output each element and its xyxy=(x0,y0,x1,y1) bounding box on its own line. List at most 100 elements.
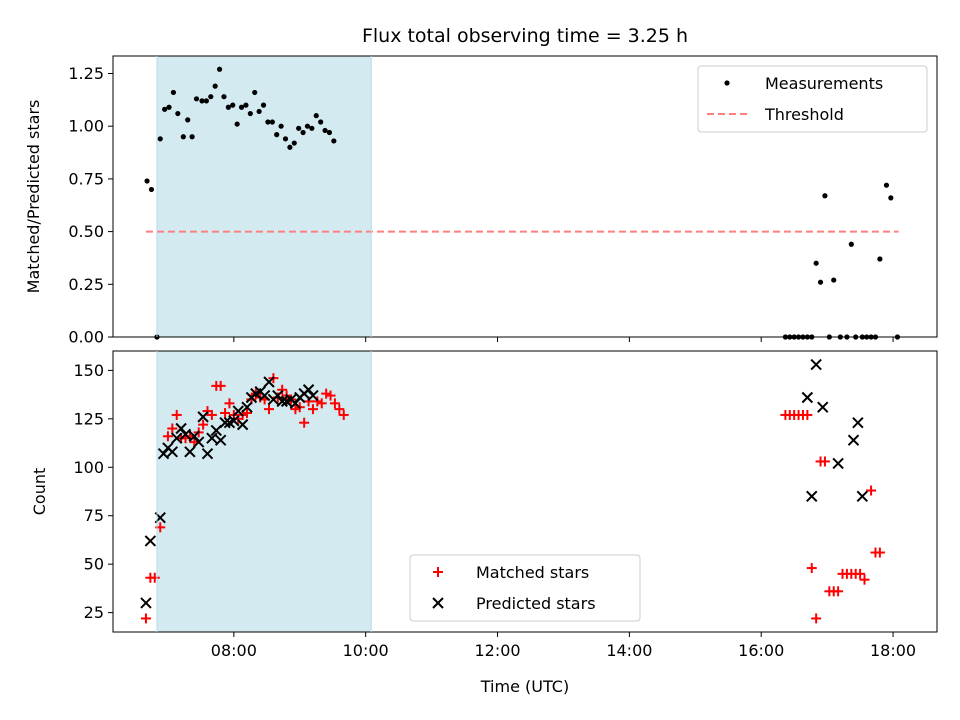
predicted-star-point xyxy=(852,416,864,429)
matched-star-point xyxy=(290,404,301,415)
predicted-star-point xyxy=(184,446,196,458)
measurement-point xyxy=(848,241,854,247)
measurement-point xyxy=(247,110,253,117)
legend-marker-predicted-stars xyxy=(432,597,444,609)
bottom-y-axis: 25 50 75 100 125 150 xyxy=(73,361,113,622)
measurement-point xyxy=(243,102,249,108)
measurement-point xyxy=(193,96,200,102)
x-axis-label: Time (UTC) xyxy=(480,677,569,696)
measurement-point xyxy=(252,89,258,96)
predicted-star-point xyxy=(219,416,231,429)
measurement-point xyxy=(817,279,824,285)
measurement-point xyxy=(185,117,191,123)
predicted-star-point xyxy=(166,446,179,458)
measurement-point xyxy=(331,138,337,144)
measurement-point xyxy=(309,125,315,131)
chart-title: Flux total observing time = 3.25 h xyxy=(362,25,688,47)
matched-star-point xyxy=(321,388,332,399)
measurement-point xyxy=(180,134,186,140)
bottom-highlight-band xyxy=(156,351,372,632)
measurement-point xyxy=(212,83,218,89)
predicted-star-point xyxy=(144,535,157,547)
matched-star-point xyxy=(802,409,813,420)
predicted-star-point xyxy=(258,389,271,402)
top-legend-box xyxy=(697,65,928,133)
y-tick-label: 1.25 xyxy=(68,64,104,83)
matched-star-point xyxy=(220,408,231,419)
matched-star-point xyxy=(242,408,253,419)
matched-star-point xyxy=(162,431,173,442)
matched-star-point xyxy=(874,547,885,558)
matched-star-point xyxy=(206,409,217,420)
measurement-point xyxy=(877,256,883,262)
predicted-star-point xyxy=(201,448,214,460)
matched-star-point xyxy=(215,380,226,391)
measurement-point xyxy=(230,102,236,108)
legend-plus-glyph xyxy=(433,567,443,577)
measurement-point xyxy=(274,132,280,138)
predicted-star-point xyxy=(856,490,868,503)
matched-star-point xyxy=(833,586,844,597)
predicted-star-point xyxy=(232,405,244,417)
measurement-point xyxy=(322,127,328,134)
legend-label-predicted-stars: Predicted stars xyxy=(476,594,596,613)
predicted-star-point xyxy=(832,457,844,470)
measurement-point xyxy=(291,140,297,146)
top-x-ticks xyxy=(233,337,894,342)
measurement-point xyxy=(318,119,324,125)
measurement-point xyxy=(199,98,205,104)
measurement-point xyxy=(883,182,890,188)
matched-star-point xyxy=(277,384,288,395)
predicted-star-point xyxy=(307,389,319,402)
predicted-star-point xyxy=(241,401,253,413)
measurement-point xyxy=(166,104,172,110)
measurements-layer xyxy=(144,66,901,340)
predicted-star-point xyxy=(801,391,814,404)
predicted-star-point xyxy=(192,436,205,448)
predicted-star-point xyxy=(847,434,860,446)
matched-star-point xyxy=(859,574,870,585)
measurement-point xyxy=(304,123,311,129)
y-tick-label: 100 xyxy=(73,458,104,477)
predicted-star-point xyxy=(817,401,829,413)
x-tick-label: 14:00 xyxy=(606,641,652,660)
measurement-point xyxy=(234,121,240,127)
predicted-star-point xyxy=(188,430,201,442)
measurement-point xyxy=(278,123,284,129)
legend-label-measurements: Measurements xyxy=(765,74,883,93)
x-tick-label: 10:00 xyxy=(343,641,389,660)
measurement-point xyxy=(216,66,223,72)
predicted-star-point xyxy=(276,395,288,408)
y-tick-label: 125 xyxy=(73,409,104,428)
predicted-star-point xyxy=(214,434,227,446)
matched-star-point xyxy=(140,613,151,624)
measurement-point xyxy=(888,195,894,201)
measurement-point xyxy=(282,136,289,142)
x-tick-label: 08:00 xyxy=(211,641,257,660)
predicted-star-point xyxy=(263,376,275,388)
matched-star-point xyxy=(316,398,327,409)
matched-star-point xyxy=(307,404,318,415)
matched-star-point xyxy=(171,409,182,420)
measurement-point xyxy=(831,277,837,283)
measurement-point xyxy=(144,178,150,184)
predicted-star-point xyxy=(157,448,170,460)
measurement-point xyxy=(157,136,163,142)
matched-star-point xyxy=(312,396,323,407)
predicted-star-point xyxy=(206,432,218,444)
predicted-star-point xyxy=(179,428,192,441)
measurement-point xyxy=(225,104,231,110)
measurement-point xyxy=(148,186,155,193)
top-highlight-band xyxy=(156,56,372,337)
measurement-point xyxy=(256,108,262,115)
predicted-star-point xyxy=(197,411,209,423)
top-legend: Measurements Threshold xyxy=(697,65,928,133)
predicted-star-point xyxy=(302,384,315,396)
measurement-point xyxy=(269,119,275,125)
predicted-star-point xyxy=(140,597,152,609)
y-tick-label: 25 xyxy=(84,603,104,622)
predicted-star-point xyxy=(289,397,302,410)
matched-star-point xyxy=(811,613,822,624)
matched-star-point xyxy=(299,417,310,428)
x-tick-label: 12:00 xyxy=(474,641,520,660)
